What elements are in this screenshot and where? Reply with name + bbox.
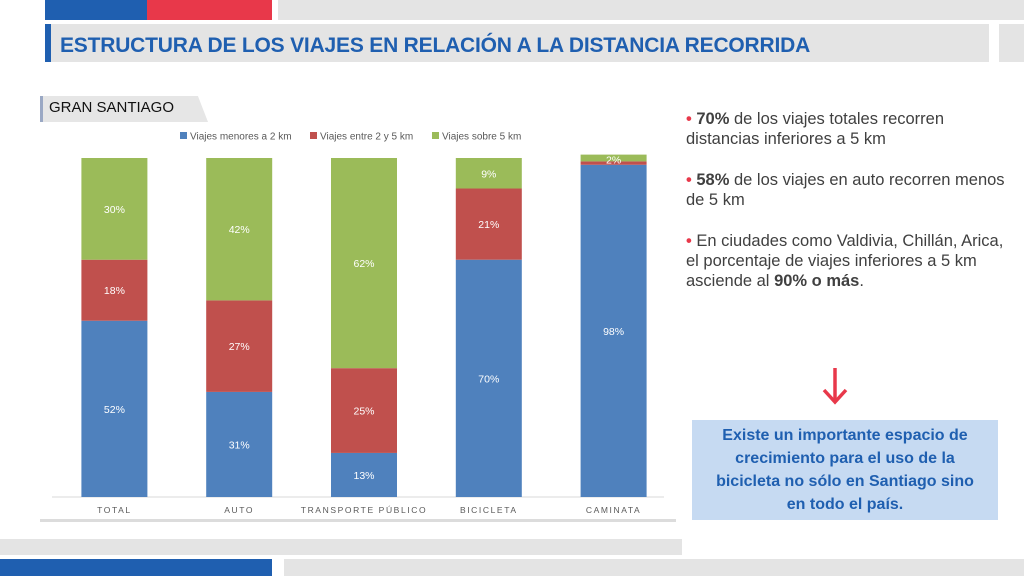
bar-segment: [206, 300, 273, 392]
bar-segment: [206, 158, 273, 301]
panel-tab-accent: [40, 96, 43, 122]
x-tick-label: CAMINATA: [586, 505, 641, 515]
x-tick-label: BICICLETA: [460, 505, 518, 515]
bar-segment: [81, 320, 148, 497]
data-label: 25%: [353, 406, 374, 418]
callout-text: Existe un importante espacio de crecimie…: [716, 427, 974, 513]
bar-segment: [81, 158, 148, 260]
bullet-bold: 58%: [696, 171, 730, 189]
data-label: 70%: [478, 373, 499, 385]
data-label: 27%: [229, 341, 250, 353]
data-label: 31%: [229, 439, 250, 451]
bullet-item: • En ciudades como Valdivia, Chillán, Ar…: [686, 231, 1006, 291]
bar-segment: [455, 158, 522, 189]
bar-segment: [580, 164, 647, 497]
bullet-text: de los viajes en auto recorren menos de …: [686, 171, 1005, 209]
bar-segment: [331, 452, 397, 497]
data-label: 18%: [104, 285, 125, 297]
bottom-accent-gray: [0, 539, 682, 555]
title-band-right: [999, 24, 1024, 62]
bullet-bold: 90% o más: [774, 272, 860, 290]
bar-segment: [580, 154, 647, 162]
bullet-dot: •: [686, 232, 692, 250]
bullet-text: de los viajes totales recorren distancia…: [686, 110, 945, 148]
bar-segment: [331, 368, 397, 453]
title-band: [45, 24, 989, 62]
panel-label: GRAN SANTIAGO: [49, 99, 175, 116]
bar-segment: [206, 391, 273, 497]
bullet-text-end: .: [859, 272, 864, 290]
bar-segment: [331, 158, 397, 369]
page-title: ESTRUCTURA DE LOS VIAJES EN RELACIÓN A L…: [60, 34, 811, 57]
stacked-bar-chart: Viajes menores a 2 km Viajes entre 2 y 5 …: [52, 132, 664, 515]
bar-segment: [81, 259, 148, 321]
top-accent-blue: [45, 0, 147, 20]
bullet-dot: •: [686, 110, 692, 128]
data-label: 62%: [353, 258, 374, 270]
x-tick-label: TRANSPORTE PÚBLICO: [301, 505, 427, 515]
bottom-accent-blue: [0, 559, 272, 576]
legend-swatch: [432, 132, 439, 139]
data-label: 42%: [229, 224, 250, 236]
data-label: 98%: [603, 326, 624, 338]
bullet-dot: •: [686, 171, 692, 189]
legend-label: Viajes sobre 5 km: [442, 132, 521, 143]
bullet-item: • 58% de los viajes en auto recorren men…: [686, 170, 1006, 210]
bullet-text: En ciudades como Valdivia, Chillán, Aric…: [686, 232, 1004, 290]
title-accent: [45, 24, 51, 62]
panel-tab: [40, 96, 208, 122]
bar-segment: [455, 259, 522, 497]
bullet-bold: 70%: [696, 110, 730, 128]
callout-box: Existe un importante espacio de crecimie…: [692, 420, 998, 520]
bullet-list: • 70% de los viajes totales recorren dis…: [686, 109, 1006, 312]
legend-swatch: [180, 132, 187, 139]
top-accent-gray: [278, 0, 1024, 20]
data-label: 30%: [104, 204, 125, 216]
top-accent-red: [147, 0, 272, 20]
bar-segment: [455, 188, 522, 260]
data-label: 13%: [353, 470, 374, 482]
arrow-down-icon: [822, 368, 848, 405]
legend-label: Viajes menores a 2 km: [190, 132, 292, 143]
x-tick-label: AUTO: [224, 505, 254, 515]
bullet-item: • 70% de los viajes totales recorren dis…: [686, 109, 1006, 149]
legend-label: Viajes entre 2 y 5 km: [320, 132, 413, 143]
data-label: 2%: [606, 155, 621, 167]
legend-swatch: [310, 132, 317, 139]
bar-segment: [580, 161, 647, 165]
data-label: 21%: [478, 219, 499, 231]
data-label: 9%: [481, 168, 496, 180]
bottom-accent-gray-right: [284, 559, 1024, 576]
data-label: 52%: [104, 404, 125, 416]
x-tick-label: TOTAL: [97, 505, 132, 515]
